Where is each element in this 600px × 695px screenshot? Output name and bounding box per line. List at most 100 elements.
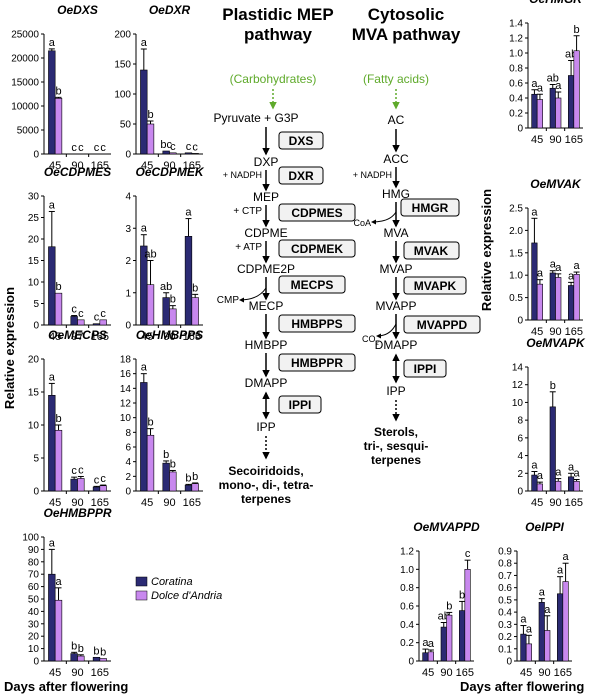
y-tick-label: 1.5 bbox=[509, 248, 523, 259]
x-tick-label: 90 bbox=[549, 134, 561, 146]
chart-title: OeMVAPPD bbox=[413, 520, 480, 534]
y-tick-label: 10 bbox=[512, 398, 524, 409]
significance-letter: b bbox=[574, 24, 580, 36]
significance-letter: a bbox=[49, 371, 56, 383]
bar-coratina-165 bbox=[92, 486, 101, 492]
mep-title-line2: pathway bbox=[244, 25, 313, 44]
bar-coratina-90 bbox=[440, 626, 447, 662]
significance-letter: a bbox=[141, 223, 148, 235]
mva-intermediate-mvapp: MVAPP bbox=[375, 299, 416, 313]
y-tick-label: 100 bbox=[114, 90, 131, 101]
mep-intermediate-hmbpp: HMBPP bbox=[245, 338, 288, 352]
y-tick-label: 90 bbox=[28, 545, 40, 556]
legend-swatch-coratina bbox=[135, 576, 148, 587]
bar-dolce-90 bbox=[544, 630, 551, 662]
mep-title-line1: Plastidic MEP bbox=[222, 5, 333, 24]
y-tick-label: 0.8 bbox=[498, 559, 512, 570]
y-tick-label: 0.3 bbox=[498, 620, 512, 631]
y-tick-label: 10 bbox=[28, 421, 40, 432]
x-tick-label: 45 bbox=[531, 326, 543, 338]
bar-coratina-45 bbox=[520, 633, 527, 662]
mep-cofactor-atp: + ATP bbox=[235, 242, 262, 253]
bar-coratina-165 bbox=[92, 323, 101, 326]
y-tick-label: 2 bbox=[125, 256, 131, 267]
chart-title: OeDXR bbox=[149, 3, 191, 17]
bar-dolce-165 bbox=[573, 50, 580, 129]
x-tick-label: 90 bbox=[549, 497, 561, 509]
bar-coratina-165 bbox=[184, 152, 193, 155]
y-tick-label: 20 bbox=[28, 632, 40, 643]
bar-dolce-165 bbox=[191, 153, 199, 155]
mep-cofactor-ctp: + CTP bbox=[233, 206, 262, 217]
y-tick-label: 20000 bbox=[11, 54, 39, 65]
y-tick-label: 4 bbox=[517, 451, 523, 462]
mva-coa-arrow bbox=[371, 211, 397, 225]
significance-letter: c bbox=[192, 141, 198, 153]
x-tick-label: 165 bbox=[91, 667, 109, 679]
x-tick-label: 90 bbox=[163, 331, 175, 343]
significance-letter: a bbox=[428, 638, 435, 650]
significance-letter: c bbox=[465, 548, 471, 560]
bar-dolce-165 bbox=[191, 297, 199, 326]
significance-letter: a bbox=[49, 37, 56, 49]
mva-intermediate-mva: MVA bbox=[383, 226, 408, 240]
y-tick-label: 8 bbox=[517, 416, 523, 427]
bar-coratina-165 bbox=[184, 484, 193, 492]
bar-dolce-165 bbox=[191, 483, 199, 492]
mva-intermediate-acc: ACC bbox=[383, 152, 409, 166]
bar-dolce-45 bbox=[536, 483, 543, 492]
mva-intermediate-dmapp: DMAPP bbox=[375, 338, 418, 352]
bar-dolce-90 bbox=[169, 308, 177, 326]
bar-dolce-45 bbox=[54, 292, 63, 326]
y-tick-label: 5 bbox=[33, 299, 39, 310]
significance-letter: bc bbox=[160, 139, 172, 151]
significance-letter: a bbox=[141, 37, 148, 49]
mva-intermediate-hmg: HMG bbox=[382, 187, 410, 201]
mep-enzyme-mecps: MECPS bbox=[278, 275, 346, 294]
mep-enzyme-cdpmek-label: CDPMEK bbox=[291, 242, 343, 256]
y-tick-label: 6 bbox=[125, 443, 131, 454]
y-tick-label: 12 bbox=[120, 399, 132, 410]
y-tick-label: 2.0 bbox=[509, 226, 523, 237]
bar-coratina-165 bbox=[557, 593, 564, 662]
significance-letter: b bbox=[192, 282, 198, 294]
significance-letter: c bbox=[71, 304, 77, 316]
bar-dolce-90 bbox=[77, 655, 85, 662]
bar-coratina-90 bbox=[162, 297, 170, 326]
mep-cofactor-nadph: + NADPH bbox=[223, 170, 262, 180]
significance-letter: ab bbox=[160, 281, 172, 293]
y-tick-label: 80 bbox=[28, 557, 40, 568]
significance-letter: a bbox=[185, 207, 192, 219]
significance-letter: c bbox=[71, 142, 77, 154]
y-tick-label: 0 bbox=[33, 487, 39, 498]
significance-letter: b bbox=[185, 472, 191, 484]
bar-dolce-45 bbox=[146, 123, 155, 155]
y-tick-label: 0 bbox=[517, 487, 523, 498]
x-tick-label: 165 bbox=[91, 160, 109, 172]
y-tick-label: 1.0 bbox=[509, 49, 523, 60]
mva-precursor: (Fatty acids) bbox=[363, 72, 429, 86]
bar-coratina-165 bbox=[459, 610, 466, 662]
mva-products-line3: terpenes bbox=[371, 453, 421, 467]
legend-label-dolce: Dolce d'Andria bbox=[151, 590, 222, 602]
y-tick-label: 0.6 bbox=[498, 583, 512, 594]
y-tick-label: 0.1 bbox=[498, 644, 512, 655]
mep-enzyme-cdpmek: CDPMEK bbox=[278, 239, 356, 258]
bar-coratina-90 bbox=[162, 150, 170, 155]
y-tick-label: 150 bbox=[114, 60, 131, 71]
y-tick-label: 5000 bbox=[17, 126, 40, 137]
mva-enzyme-mvappd: MVAPPD bbox=[403, 315, 481, 334]
significance-letter: c bbox=[94, 142, 100, 154]
bar-dolce-90 bbox=[555, 480, 562, 492]
significance-letter: b bbox=[78, 643, 84, 655]
significance-letter: a bbox=[520, 614, 527, 626]
significance-letter: a bbox=[555, 467, 562, 479]
y-tick-label: 14 bbox=[512, 363, 524, 374]
significance-letter: b bbox=[55, 413, 61, 425]
y-tick-label: 0.6 bbox=[509, 79, 523, 90]
